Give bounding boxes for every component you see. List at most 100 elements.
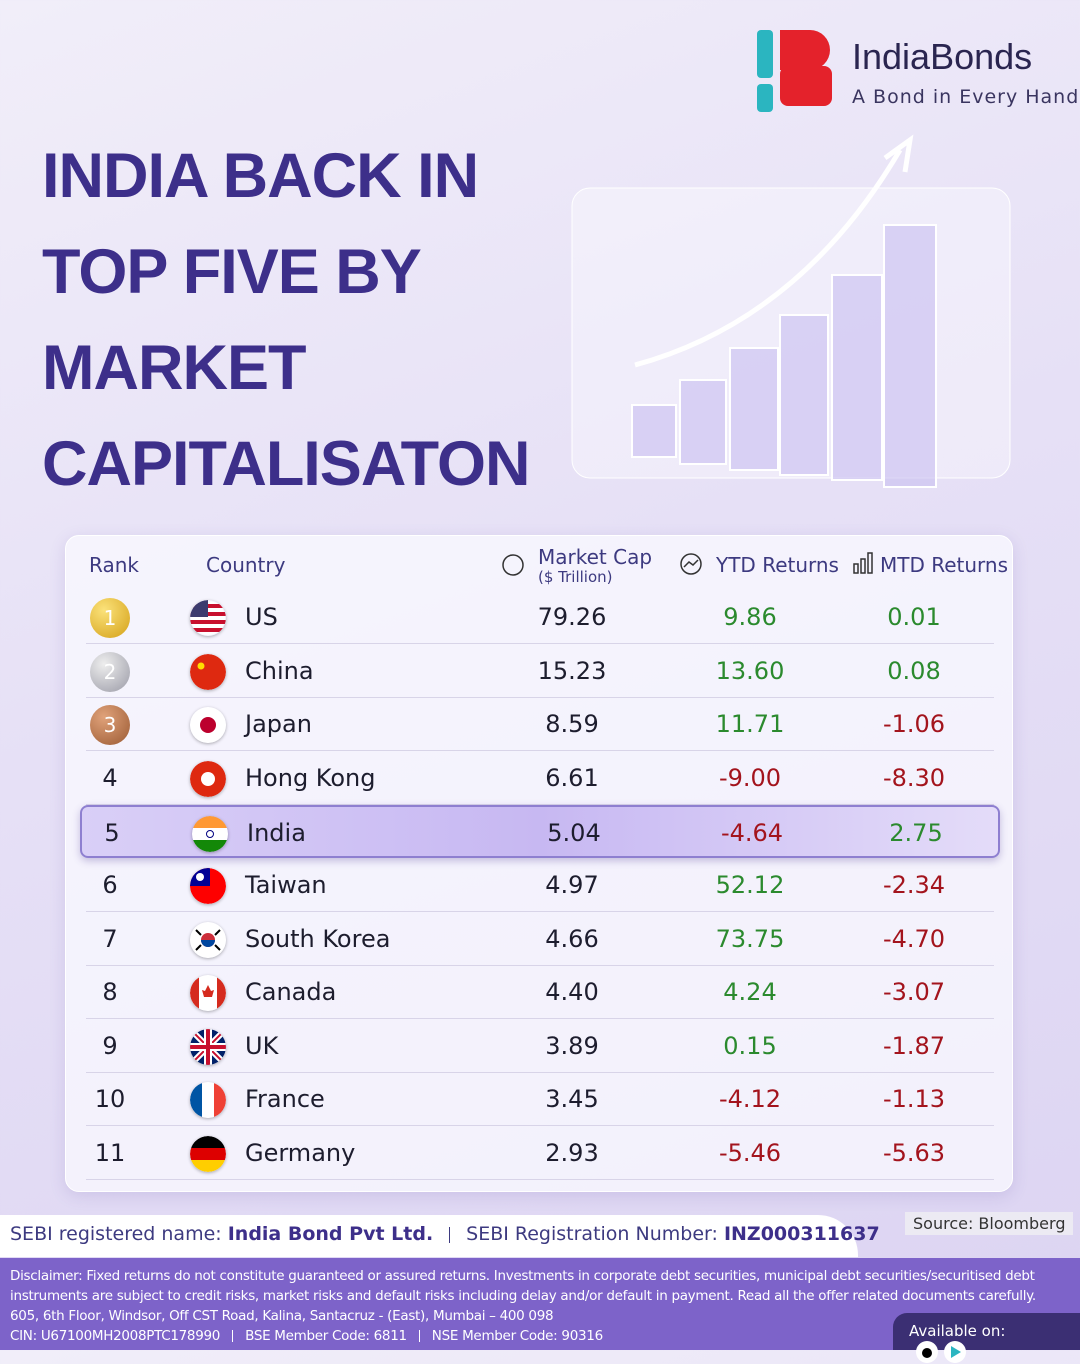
mtd-return: -3.07 xyxy=(882,978,946,1007)
table-row: 6 Taiwan 4.97 52.12 -2.34 xyxy=(86,859,994,912)
country: Hong Kong xyxy=(245,763,376,792)
store-icons xyxy=(916,1341,966,1363)
flag xyxy=(190,1028,226,1065)
table-row: 10 France 3.45 -4.12 -1.13 xyxy=(86,1073,994,1127)
country: India xyxy=(247,819,306,848)
market-cap: 79.26 xyxy=(537,603,607,631)
market-cap: 15.23 xyxy=(537,656,607,685)
flag xyxy=(190,1082,226,1119)
ytd-return: 52.12 xyxy=(715,871,785,899)
market-cap: 4.97 xyxy=(545,871,599,899)
ytd-return: 13.60 xyxy=(715,656,785,685)
title-line: INDIA BACK IN xyxy=(42,141,479,211)
market-cap: 6.61 xyxy=(545,763,599,792)
country: Taiwan xyxy=(245,871,327,899)
ytd-return: 73.75 xyxy=(715,924,785,953)
label: SEBI registered name: xyxy=(10,1223,222,1245)
code: NSE Member Code: 90316 xyxy=(431,1328,603,1344)
market-cap: 5.04 xyxy=(547,819,601,848)
mtd-return: 2.75 xyxy=(889,819,943,848)
flag xyxy=(190,921,226,958)
flag xyxy=(190,600,226,635)
country: China xyxy=(245,656,314,685)
mtd-return: -1.06 xyxy=(882,710,946,739)
country: US xyxy=(245,603,278,631)
country: South Korea xyxy=(245,924,391,953)
table-row: 5 India 5.04 -4.64 2.75 xyxy=(80,805,1000,859)
ytd-return: -9.00 xyxy=(718,763,782,792)
ytd-return: 11.71 xyxy=(715,710,785,739)
market-cap: 3.89 xyxy=(545,1031,599,1060)
flag xyxy=(192,816,228,853)
rank: 2 xyxy=(90,651,130,692)
rank: 4 xyxy=(102,763,118,792)
codes: CIN: U67100MH2008PTC178990 BSE Member Cod… xyxy=(10,1326,1070,1346)
table-row: 7 South Korea 4.66 73.75 -4.70 xyxy=(86,913,994,966)
mtd-return: -1.13 xyxy=(882,1085,946,1114)
sebi-line: SEBI registered name: India Bond Pvt Ltd… xyxy=(0,1215,880,1257)
mtd-return: 0.08 xyxy=(887,656,941,685)
ytd-return: 0.15 xyxy=(723,1031,777,1060)
disclaimer: Disclaimer: Fixed returns do not constit… xyxy=(10,1268,1036,1304)
table-row: 9 UK 3.89 0.15 -1.87 xyxy=(86,1020,994,1073)
value: India Bond Pvt Ltd. xyxy=(227,1223,434,1245)
rank: 5 xyxy=(104,819,120,848)
mtd-return: -2.34 xyxy=(882,871,946,899)
country: UK xyxy=(245,1031,279,1060)
available-label: Available on: xyxy=(909,1322,1006,1340)
ytd-return: 9.86 xyxy=(723,603,777,631)
separator xyxy=(232,1330,234,1342)
rank: 1 xyxy=(90,598,130,638)
code: CIN: U67100MH2008PTC178990 xyxy=(10,1328,221,1344)
mtd-return: -4.70 xyxy=(882,924,946,953)
ytd-return: -4.12 xyxy=(718,1085,782,1114)
decoration xyxy=(571,30,1011,488)
col-header: Rank xyxy=(89,553,139,577)
col-header: Country xyxy=(206,553,286,577)
col-unit: ($ Trillion) xyxy=(538,568,613,586)
country: France xyxy=(245,1085,325,1114)
flag xyxy=(190,760,226,797)
rank: 3 xyxy=(90,705,130,746)
flag xyxy=(190,1136,226,1172)
flag xyxy=(190,975,226,1012)
col-header: MTD Returns xyxy=(880,553,1009,577)
rank: 8 xyxy=(102,978,118,1007)
market-cap: 2.93 xyxy=(545,1139,599,1167)
ytd-return: -5.46 xyxy=(718,1139,782,1167)
market-cap: 3.45 xyxy=(545,1085,599,1114)
mtd-return: -1.87 xyxy=(882,1031,946,1060)
rank: 9 xyxy=(102,1031,118,1060)
header-icons xyxy=(502,552,873,576)
value: INZ000311637 xyxy=(723,1223,880,1245)
ytd-return: -4.64 xyxy=(720,819,784,848)
rank: 11 xyxy=(94,1139,126,1167)
country: Japan xyxy=(245,710,312,739)
address: 605, 6th Floor, Windsor, Off CST Road, K… xyxy=(10,1308,554,1324)
ytd-return: 4.24 xyxy=(723,978,777,1007)
app-links[interactable]: Available on: xyxy=(893,1313,1080,1363)
table-row: 2 China 15.23 13.60 0.08 xyxy=(86,645,994,698)
title: INDIA BACK IN TOP FIVE BY MARKET CAPITALISA… xyxy=(42,128,530,512)
title-line: MARKET xyxy=(42,333,306,403)
table-row: 4 Hong Kong 6.61 -9.00 -8.30 xyxy=(86,752,994,805)
table-card xyxy=(65,535,1013,1192)
flag xyxy=(190,653,226,690)
country: Germany xyxy=(245,1139,356,1167)
country: Canada xyxy=(245,978,337,1007)
mtd-return: -5.63 xyxy=(882,1139,946,1167)
brand-tagline: A Bond in Every Hand xyxy=(852,86,1080,108)
market-cap: 4.40 xyxy=(545,978,599,1007)
flag xyxy=(190,868,226,904)
market-cap: 4.66 xyxy=(545,924,599,953)
market-cap: 8.59 xyxy=(545,710,599,739)
table-row: 11 Germany 2.93 -5.46 -5.63 xyxy=(86,1127,994,1180)
col-header: YTD Returns xyxy=(716,553,839,577)
separator xyxy=(418,1330,420,1342)
brand-name: IndiaBonds xyxy=(852,36,1033,77)
mtd-return: -8.30 xyxy=(882,763,946,792)
flag xyxy=(190,707,226,744)
table-row: 3 Japan 8.59 11.71 -1.06 xyxy=(86,698,994,752)
mtd-return: 0.01 xyxy=(887,603,941,631)
